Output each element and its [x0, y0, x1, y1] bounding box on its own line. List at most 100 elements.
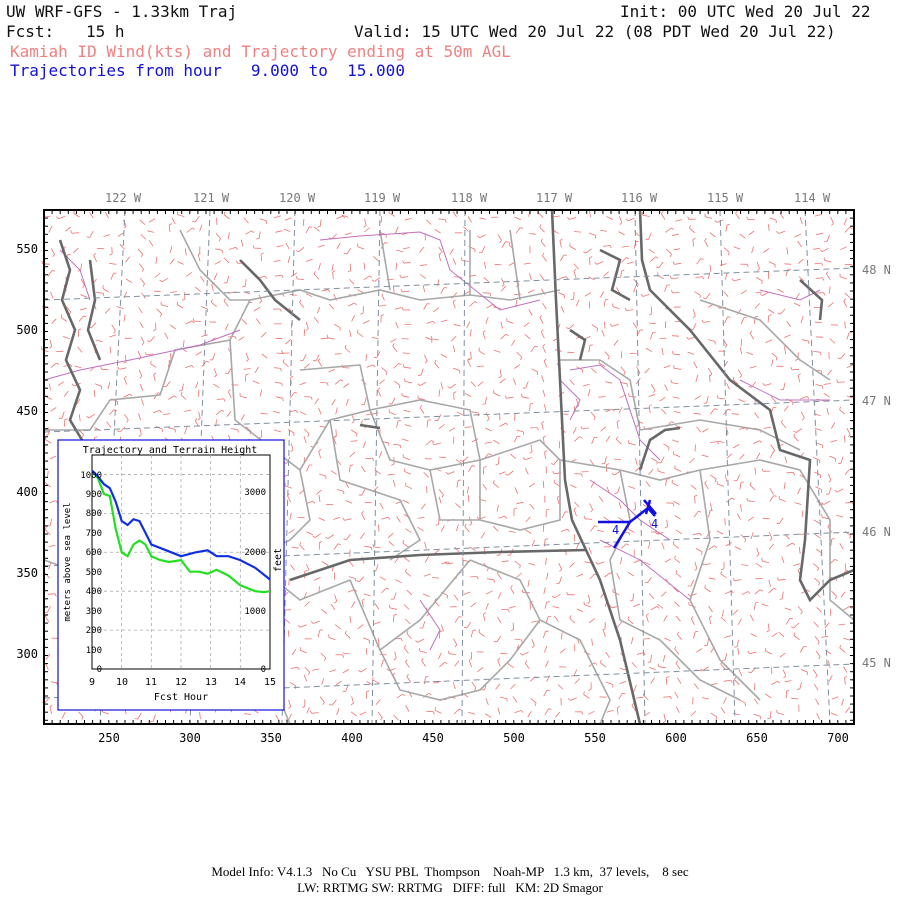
wind-barb-flag [295, 275, 298, 280]
wind-barb [432, 307, 440, 313]
grid-tick-label: 300 [179, 731, 201, 745]
wind-barb [663, 365, 671, 369]
wind-barb [524, 457, 532, 461]
wind-barb [674, 262, 682, 265]
grid-tick-label: 350 [16, 566, 38, 580]
wind-barb [839, 543, 844, 550]
wind-barb-flag [445, 219, 447, 223]
wind-barb [719, 263, 727, 266]
wind-barb [350, 440, 358, 442]
wind-barb [687, 351, 695, 355]
wind-barb [88, 413, 96, 419]
wind-barb [828, 487, 832, 495]
wind-barb [298, 246, 305, 253]
rivers [43, 231, 830, 651]
wind-barb [560, 306, 565, 313]
wind-barb-flag [818, 656, 821, 660]
wind-barb [395, 579, 402, 584]
wind-barb [227, 232, 230, 240]
wind-barb [304, 666, 310, 673]
wind-barb-flag [369, 275, 373, 278]
wind-barb [423, 573, 431, 577]
wind-barb [315, 489, 322, 495]
wind-barb [778, 631, 785, 638]
wind-barb [664, 384, 669, 391]
wind-barb-flag [386, 668, 390, 672]
wind-barb [380, 215, 383, 224]
wind-barb [348, 465, 351, 473]
wind-barb-flag [344, 630, 347, 634]
wind-barb [693, 631, 696, 639]
wind-barb-flag [93, 253, 96, 256]
wind-barb [47, 270, 53, 277]
wind-barb [692, 309, 696, 317]
wind-barb-flag [530, 402, 534, 405]
wind-barb [389, 607, 397, 610]
wind-barb-flag [593, 417, 596, 421]
wind-barb [734, 679, 740, 686]
wind-barb-flag [521, 639, 523, 643]
wind-barb [671, 277, 679, 279]
wind-barb [762, 560, 770, 563]
wind-barb [45, 396, 53, 400]
wind-barb [779, 498, 786, 502]
wind-barb [137, 712, 142, 720]
wind-barb [426, 420, 429, 428]
wind-barb [350, 711, 357, 717]
wind-barb-flag [709, 615, 713, 618]
wind-barb-flag [393, 658, 397, 661]
wind-barb-flag [611, 472, 615, 476]
wind-barb [794, 502, 802, 505]
wind-barb [701, 697, 709, 700]
wind-barb [573, 669, 578, 677]
grid-tick-label: 400 [16, 485, 38, 499]
wind-barb [171, 217, 176, 225]
wind-barb-flag [631, 702, 635, 706]
wind-barb [90, 322, 97, 329]
wind-barb-flag [400, 638, 403, 642]
wind-barb-flag [734, 646, 738, 648]
wind-barb [828, 660, 831, 668]
wind-barb [845, 501, 853, 504]
wind-barb [284, 217, 292, 221]
wind-barb [467, 216, 472, 223]
wind-barb-flag [849, 535, 851, 539]
wind-barb [78, 711, 84, 718]
wind-barb [543, 689, 548, 697]
wind-barb-flag [724, 344, 728, 348]
wind-barb-flag [310, 396, 313, 400]
wind-barb [664, 284, 668, 292]
wind-barb-flag [716, 441, 720, 445]
lon-label: 122 W [105, 191, 142, 205]
wind-barb [560, 528, 568, 532]
wind-barb [673, 248, 681, 251]
wind-barb [379, 576, 386, 581]
wind-barb [331, 399, 336, 406]
wind-barb-flag [675, 660, 678, 664]
wind-barb [543, 360, 548, 368]
wind-barb-flag [627, 616, 630, 620]
wind-barb-flag [626, 257, 630, 260]
wind-barb [402, 352, 410, 354]
wind-barb-flag [755, 602, 759, 604]
wind-barb-flag [288, 706, 291, 709]
wind-barb [317, 630, 321, 638]
state-boundaries [58, 209, 855, 725]
wind-barb [215, 248, 223, 251]
wind-barb-flag [720, 570, 722, 574]
inset-ytick: 400 [86, 587, 102, 597]
wind-barb [396, 516, 401, 523]
wind-barb-flag [54, 593, 57, 597]
wind-barb-flag [337, 543, 341, 545]
lon-label: 114 W [794, 191, 831, 205]
wind-barb [771, 352, 778, 358]
wind-barb [515, 227, 521, 234]
wind-barb [617, 486, 621, 494]
wind-barb [321, 561, 329, 566]
wind-barb [658, 261, 664, 268]
wind-barb [527, 710, 532, 718]
wind-barb [314, 533, 322, 538]
wind-barb [598, 496, 604, 503]
wind-barb-flag [372, 544, 375, 548]
wind-barb [140, 336, 145, 343]
